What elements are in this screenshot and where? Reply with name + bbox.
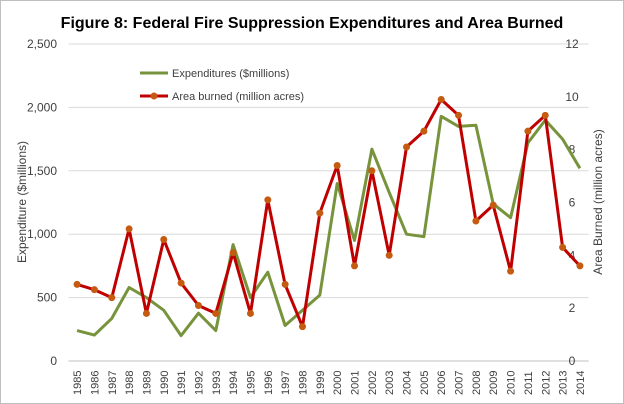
data-point [541, 111, 549, 119]
data-point [489, 201, 497, 209]
data-point [437, 95, 445, 103]
x-tick-label: 1993 [211, 371, 223, 395]
x-tick-label: 1997 [280, 371, 292, 395]
x-tick-label: 2005 [419, 371, 431, 395]
data-point [455, 111, 463, 119]
x-tick-label: 1991 [176, 371, 188, 395]
data-point [73, 280, 81, 288]
legend-label-area: Area burned (million acres) [172, 91, 304, 103]
x-tick-label: 2008 [471, 371, 483, 395]
x-tick-label: 2007 [454, 371, 466, 395]
y-tick-label: 2,500 [27, 37, 57, 51]
y-tick-label: 2,000 [27, 100, 57, 114]
data-point [333, 162, 341, 170]
x-tick-label: 1995 [245, 371, 257, 395]
y-tick-label: 1,000 [27, 227, 57, 241]
data-point [559, 243, 567, 251]
data-point [281, 280, 289, 288]
data-point [316, 209, 324, 217]
x-tick-label: 1992 [193, 371, 205, 395]
x-tick-label: 1999 [315, 371, 327, 395]
x-tick-label: 2000 [332, 371, 344, 395]
data-point [403, 143, 411, 151]
y2-tick-label: 6 [569, 196, 576, 210]
x-tick-label: 1988 [124, 371, 136, 395]
data-point [125, 225, 133, 233]
data-point [385, 251, 393, 259]
y2-tick-label: 0 [569, 354, 576, 368]
y2-tick-label: 2 [569, 301, 576, 315]
data-point [507, 267, 515, 275]
y-tick-label: 500 [37, 291, 57, 305]
x-tick-label: 1989 [141, 371, 153, 395]
x-tick-label: 2013 [558, 371, 570, 395]
x-tick-label: 2004 [402, 371, 414, 395]
y2-tick-label: 8 [569, 143, 576, 157]
y2-tick-label: 12 [565, 37, 579, 51]
data-point [90, 286, 98, 294]
data-point [142, 309, 150, 317]
data-point [351, 262, 359, 270]
data-point [368, 167, 376, 175]
x-tick-label: 2006 [436, 371, 448, 395]
data-point [177, 279, 185, 287]
x-tick-label: 2003 [384, 371, 396, 395]
x-tick-label: 1986 [89, 371, 101, 395]
series-line-1 [76, 98, 581, 329]
x-tick-label: 2002 [367, 371, 379, 395]
x-tick-label: 1996 [263, 371, 275, 395]
x-tick-label: 2001 [350, 371, 362, 395]
x-tick-label: 2009 [488, 371, 500, 395]
data-point [194, 302, 202, 310]
data-point [212, 309, 220, 317]
data-point [298, 323, 306, 331]
y2-axis-label: Area Burned (million acres) [591, 129, 605, 274]
data-point [524, 127, 532, 135]
legend-label-expenditures: Expenditures ($millions) [172, 68, 289, 80]
data-point [576, 262, 584, 270]
x-tick-label: 1987 [107, 371, 119, 395]
data-point [472, 217, 480, 225]
data-point [108, 294, 116, 302]
x-tick-label: 1990 [159, 371, 171, 395]
data-point [420, 127, 428, 135]
x-tick-label: 1994 [228, 371, 240, 395]
y2-tick-label: 10 [565, 90, 579, 104]
y-tick-label: 0 [50, 354, 57, 368]
legend-marker-area [150, 92, 158, 100]
y-axis-label: Expenditure ($millions) [15, 141, 29, 263]
chart-title: Figure 8: Federal Fire Suppression Expen… [61, 15, 564, 32]
data-point [160, 235, 168, 243]
data-point [229, 249, 237, 257]
x-tick-label: 1998 [297, 371, 309, 395]
x-tick-label: 1985 [72, 371, 84, 395]
x-tick-label: 2012 [540, 371, 552, 395]
y2-tick-label: 4 [569, 248, 576, 262]
x-tick-label: 2011 [523, 371, 535, 395]
y-tick-label: 1,500 [27, 164, 57, 178]
x-tick-label: 2010 [506, 371, 518, 395]
x-tick-label: 2014 [575, 371, 587, 395]
data-point [246, 309, 254, 317]
data-point [264, 196, 272, 204]
legend: Expenditures ($millions) Area burned (mi… [140, 68, 304, 103]
